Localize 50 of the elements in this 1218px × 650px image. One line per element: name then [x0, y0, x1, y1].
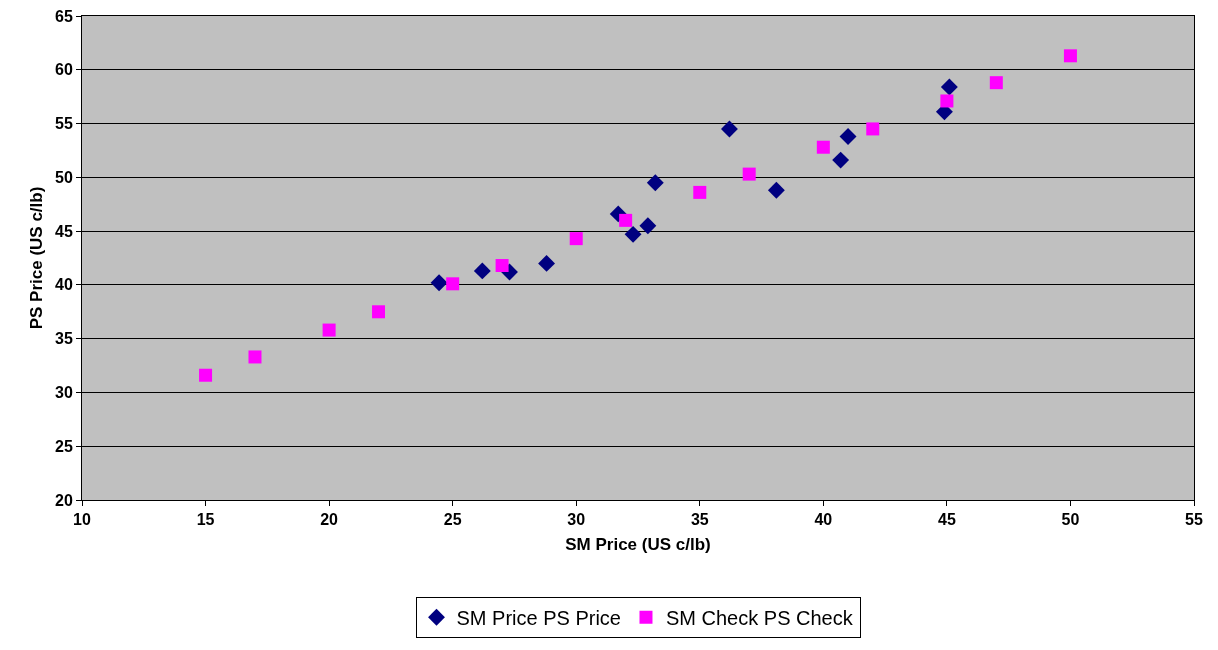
y-tick-label: 60: [55, 61, 73, 79]
y-tick-label: 50: [55, 168, 73, 186]
point: [989, 76, 1003, 90]
y-tick-label: 55: [55, 115, 73, 133]
point: [199, 368, 213, 382]
x-tick-label: 10: [73, 511, 91, 529]
y-tick-label: 35: [55, 330, 73, 348]
point: [646, 174, 664, 192]
y-tick-label: 40: [55, 276, 73, 294]
point: [248, 350, 262, 364]
point: [742, 167, 756, 181]
point: [619, 213, 633, 227]
legend-label: SM Check PS Check: [665, 607, 854, 630]
y-tick-label: 25: [55, 437, 73, 455]
point: [430, 274, 448, 292]
point: [372, 305, 386, 319]
point: [940, 78, 958, 96]
point: [816, 140, 830, 154]
point: [473, 262, 491, 280]
x-tick-label: 20: [320, 511, 339, 529]
x-tick-label: 55: [1185, 511, 1203, 529]
x-axis-title: SM Price (US c/lb): [565, 534, 711, 554]
point: [538, 254, 556, 272]
point: [322, 323, 336, 337]
y-tick-label: 30: [55, 384, 73, 402]
legend-label: SM Price PS Price: [456, 607, 621, 630]
x-tick-label: 40: [814, 511, 833, 529]
x-tick-label: 35: [690, 511, 709, 529]
point: [767, 181, 785, 199]
point: [569, 232, 583, 246]
point: [639, 217, 657, 235]
point: [693, 185, 707, 199]
point: [624, 225, 642, 243]
y-axis-title: PS Price (US c/lb): [26, 186, 46, 330]
x-tick-label: 25: [443, 511, 462, 529]
point: [495, 259, 509, 273]
point: [866, 122, 880, 136]
point: [446, 277, 460, 291]
point: [839, 128, 857, 145]
x-tick-label: 15: [196, 511, 215, 529]
y-tick-label: 45: [55, 222, 73, 240]
x-tick-label: 45: [937, 511, 956, 529]
point: [720, 120, 738, 138]
y-tick-label: 20: [55, 491, 73, 509]
x-tick-label: 50: [1061, 511, 1080, 529]
point: [940, 94, 954, 108]
x-tick-label: 30: [567, 511, 586, 529]
point: [832, 151, 850, 169]
y-tick-label: 65: [55, 7, 73, 25]
point: [1063, 49, 1077, 63]
